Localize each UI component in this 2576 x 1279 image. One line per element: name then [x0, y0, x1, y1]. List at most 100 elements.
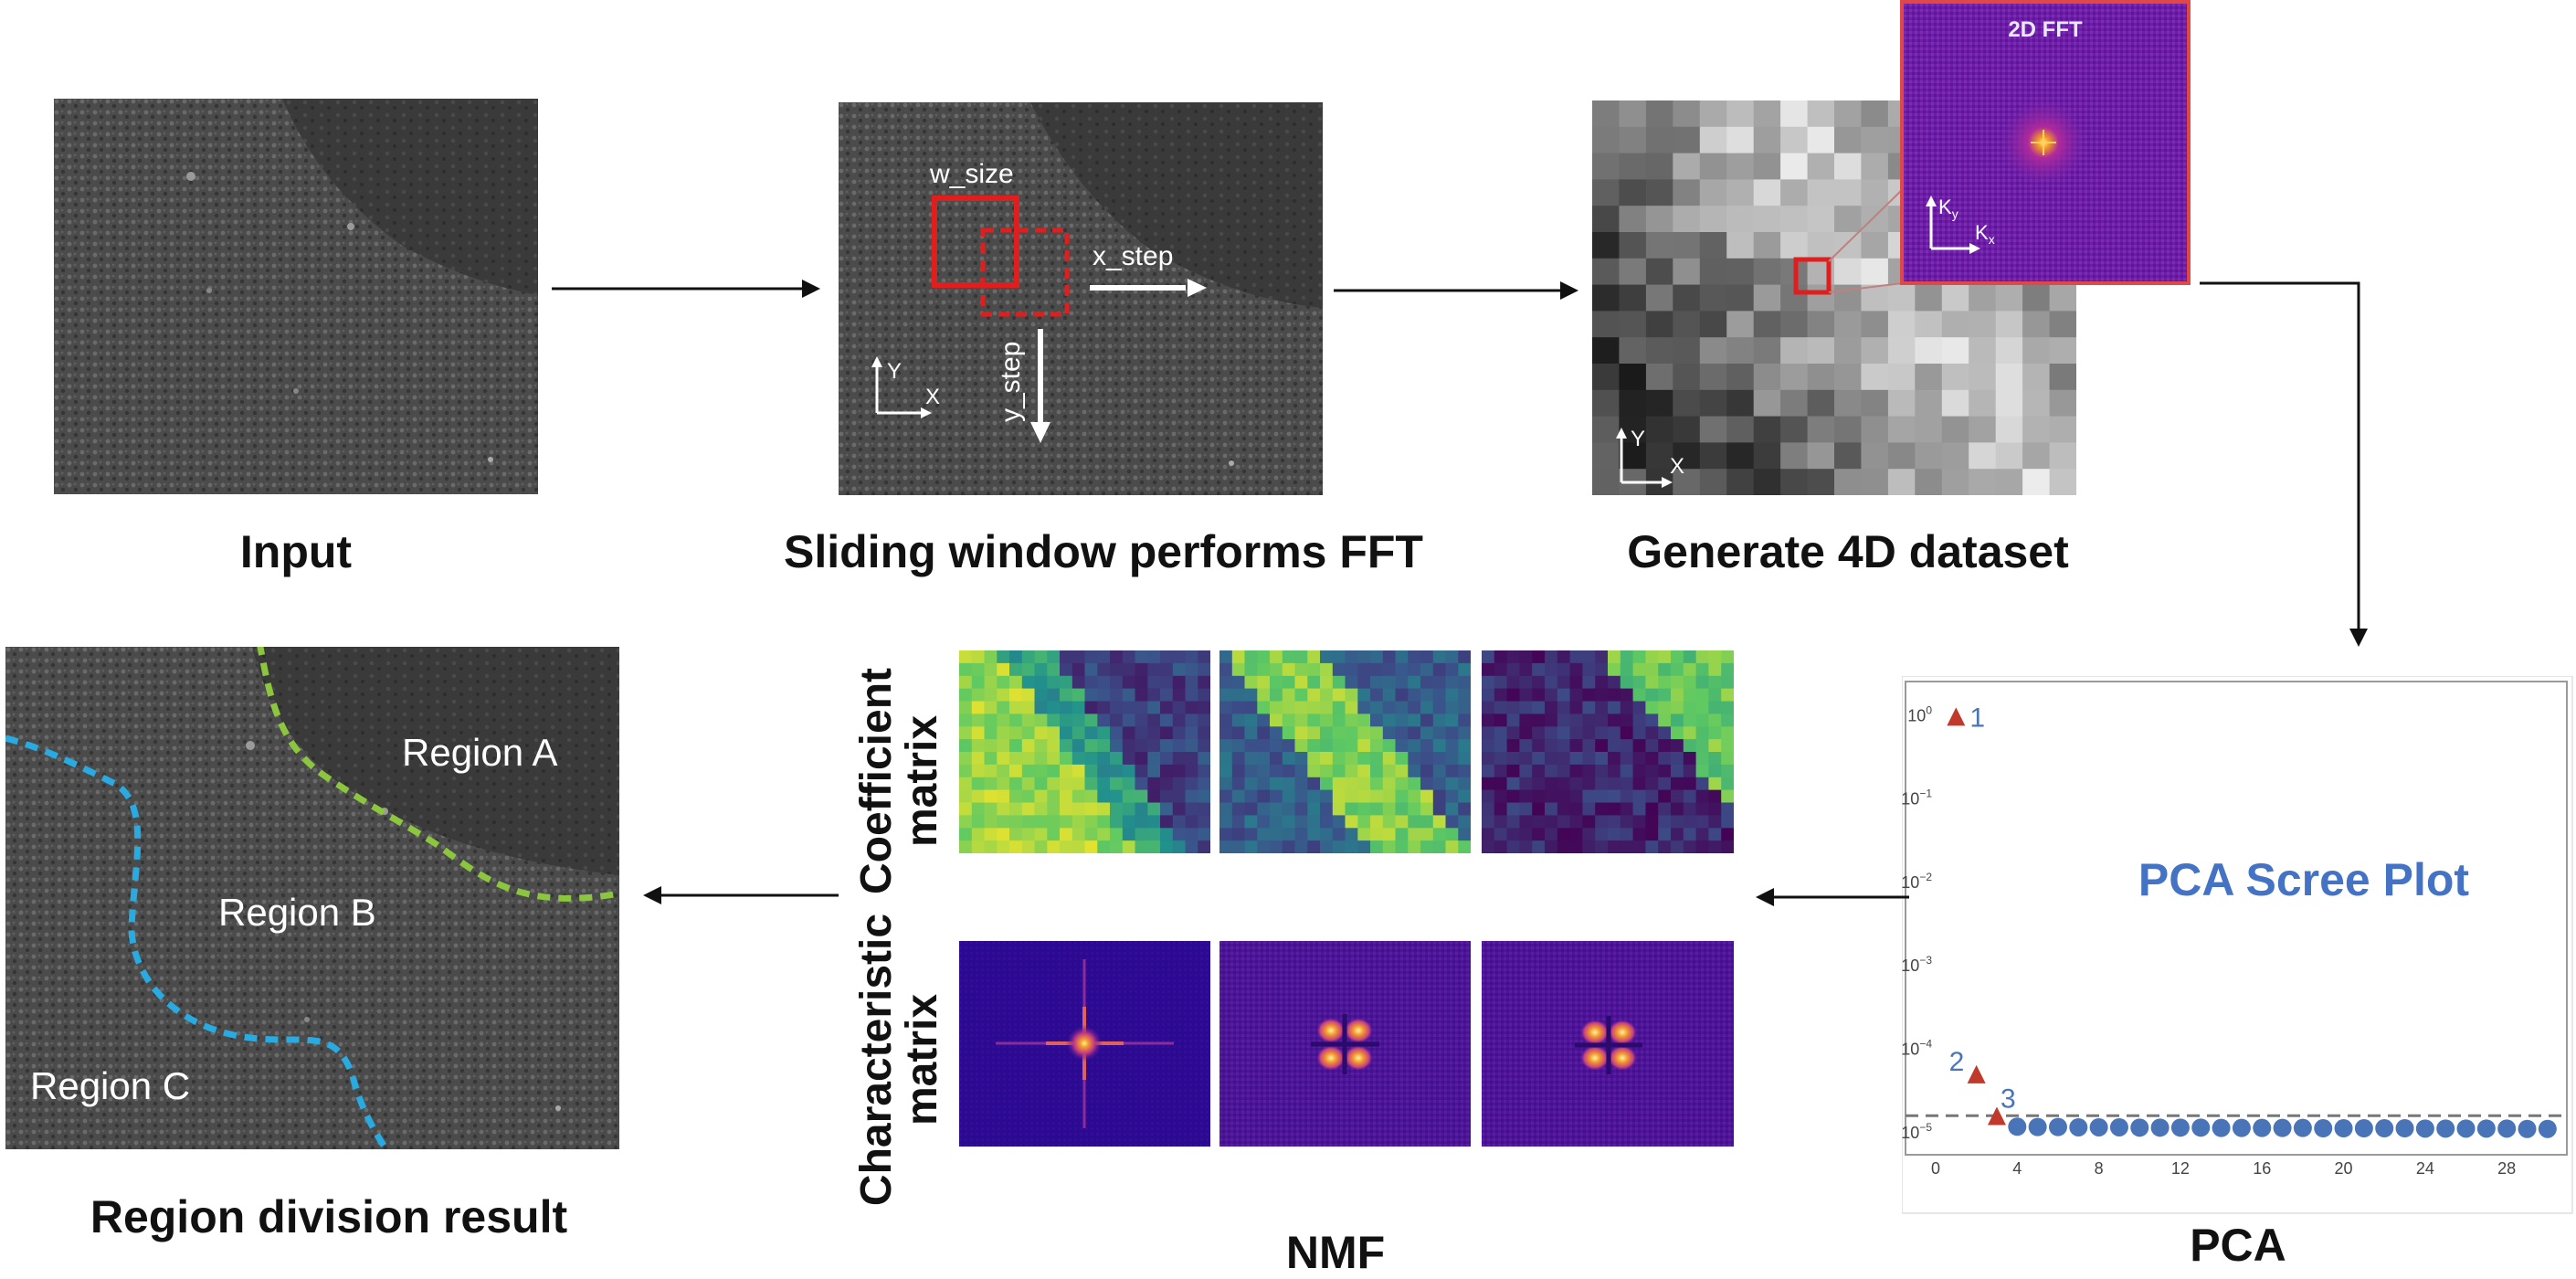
coef-cell — [1307, 777, 1321, 791]
coef-cell — [1198, 726, 1210, 740]
coef-cell — [1060, 713, 1073, 727]
coef-cell — [1110, 650, 1124, 664]
coef-cell — [1408, 713, 1421, 727]
coef-cell — [1595, 675, 1609, 690]
coef-cell — [1557, 675, 1571, 690]
coef-cell — [1432, 650, 1447, 664]
coef-cell — [1097, 777, 1111, 791]
coef-cell — [1294, 675, 1308, 690]
coef-cell — [1620, 752, 1634, 766]
x-tick-label: 4 — [2012, 1159, 2022, 1178]
grid-cell — [1592, 232, 1620, 259]
grid-cell — [1619, 206, 1647, 233]
coef-cell — [1060, 739, 1073, 753]
coef-cell — [1219, 662, 1233, 677]
coef-cell — [1320, 815, 1334, 829]
coef-cell — [1608, 789, 1621, 804]
coef-cell — [1270, 752, 1283, 766]
coef-cell — [1408, 777, 1421, 791]
coef-cell — [1370, 789, 1384, 804]
coef-cell — [1557, 662, 1571, 677]
grid-cell — [1941, 416, 1969, 443]
grid-cell — [1619, 311, 1647, 338]
coef-cell — [1097, 662, 1111, 677]
coef-cell — [1307, 802, 1321, 816]
coef-cell — [1122, 726, 1136, 740]
coef-cell — [1595, 777, 1609, 791]
coef-cell — [1708, 739, 1722, 753]
coef-cell — [1608, 675, 1621, 690]
coef-cell — [1582, 789, 1596, 804]
coef-cell — [1695, 802, 1709, 816]
coef-cell — [1595, 752, 1609, 766]
coef-cell — [1320, 789, 1334, 804]
coef-cell — [1608, 688, 1621, 703]
coef-cell — [1620, 777, 1634, 791]
coef-cell — [1645, 840, 1659, 853]
coef-cell — [1122, 688, 1136, 703]
grid-cell — [1834, 100, 1862, 128]
coef-cell — [1721, 726, 1734, 740]
grid-cell — [1861, 153, 1889, 180]
coef-cell — [1198, 752, 1210, 766]
region-a-label: Region A — [402, 731, 557, 774]
grid-cell — [1861, 337, 1889, 365]
coef-cell — [1135, 701, 1148, 714]
coef-cell — [1185, 789, 1198, 804]
grid-cell — [1592, 416, 1620, 443]
coef-cell — [1445, 752, 1459, 766]
coef-cell — [1695, 650, 1709, 664]
coef-cell — [1632, 675, 1646, 690]
coef-cell — [959, 675, 973, 690]
coef-cell — [1047, 802, 1061, 816]
coef-cell — [1345, 815, 1358, 829]
coef-cell — [1257, 739, 1271, 753]
coef-cell — [997, 701, 1010, 714]
window-box-solid — [932, 196, 1019, 288]
coef-cell — [997, 662, 1010, 677]
coef-cell — [1608, 764, 1621, 778]
coef-cell — [1021, 650, 1036, 664]
highlighted-component — [1987, 1106, 2006, 1126]
coef-cell — [1458, 828, 1471, 841]
coef-cell — [1097, 713, 1111, 727]
coef-cell — [1695, 688, 1709, 703]
coef-cell — [1270, 764, 1283, 778]
coef-cell — [1420, 688, 1434, 703]
x-tick-label: 12 — [2171, 1159, 2190, 1178]
coef-cell — [1009, 713, 1023, 727]
coef-cell — [1072, 662, 1086, 677]
coef-cell — [1721, 701, 1734, 714]
coef-cell — [1357, 739, 1371, 753]
grid-cell — [1807, 337, 1835, 365]
coef-cell — [1458, 802, 1471, 816]
coef-cell — [1569, 713, 1583, 727]
grid-cell — [1861, 311, 1889, 338]
coef-cell — [1671, 650, 1684, 664]
grid-cell — [1969, 416, 1997, 443]
coef-cell — [1009, 802, 1023, 816]
coef-cell — [1345, 764, 1358, 778]
coef-cell — [1395, 802, 1409, 816]
coef-cell — [1545, 688, 1558, 703]
grid-cell — [1807, 232, 1835, 259]
coef-cell — [1009, 840, 1023, 853]
coef-cell — [984, 815, 998, 829]
coef-cell — [1270, 713, 1283, 727]
coef-cell — [1683, 739, 1697, 753]
coef-cell — [1595, 789, 1609, 804]
x-step-arrow — [1090, 279, 1207, 297]
coef-cell — [1122, 713, 1136, 727]
coef-cell — [1557, 650, 1571, 664]
grid-cell — [1673, 337, 1701, 365]
coef-cell — [1110, 840, 1124, 853]
coef-cell — [1569, 752, 1583, 766]
coef-cell — [1244, 675, 1258, 690]
grid-cell — [1995, 364, 2023, 391]
coef-cell — [1671, 662, 1684, 677]
grid-cell — [1915, 337, 1943, 365]
grid-cell — [1673, 126, 1701, 154]
coef-cell — [1110, 815, 1124, 829]
coef-cell — [1708, 688, 1722, 703]
coef-cell — [1172, 688, 1187, 703]
